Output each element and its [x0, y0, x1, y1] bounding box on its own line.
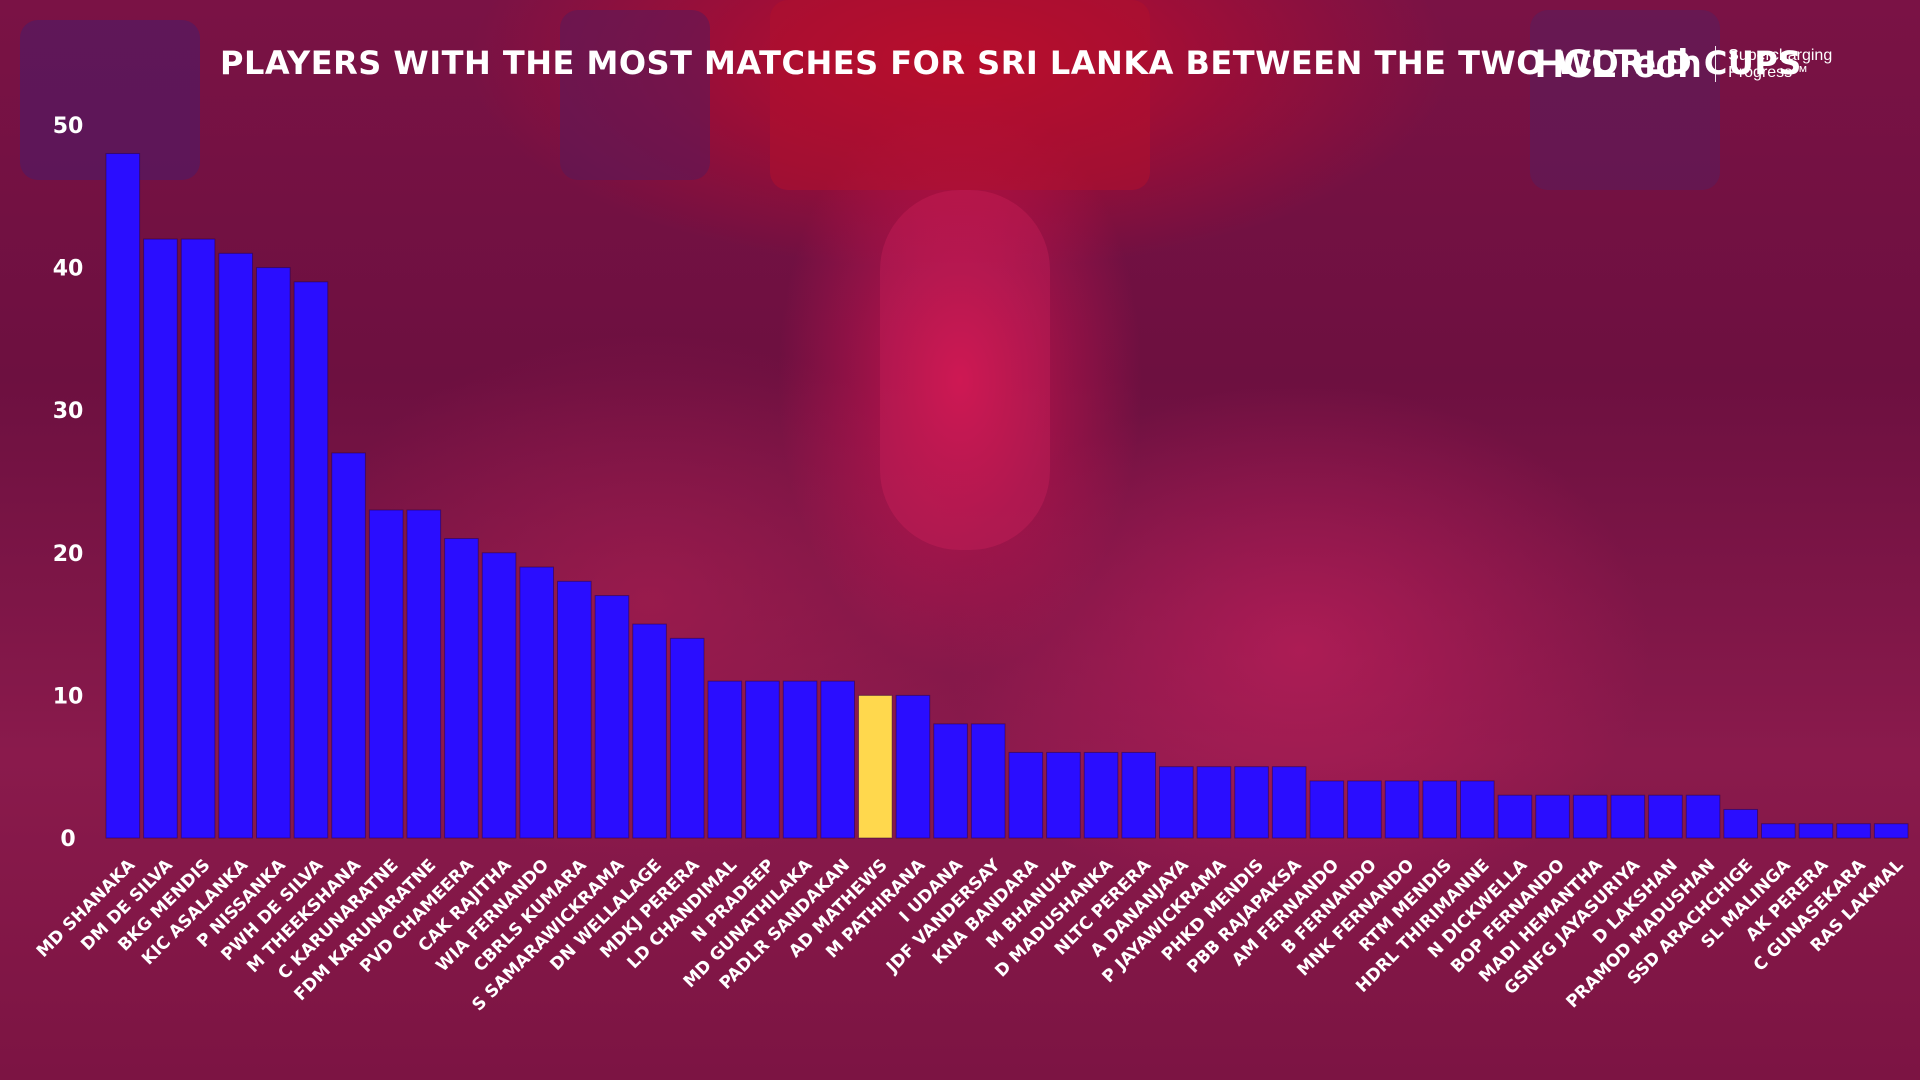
bar	[1384, 780, 1420, 839]
bar	[1460, 780, 1495, 839]
bar	[1347, 780, 1382, 839]
bar	[1422, 780, 1457, 839]
bar	[1723, 808, 1758, 839]
bar	[1008, 751, 1044, 839]
bar	[293, 281, 329, 839]
bar	[1685, 794, 1721, 839]
y-tick-label: 30	[53, 399, 84, 424]
bar	[1836, 823, 1871, 839]
bar	[143, 238, 178, 839]
background-banner-center	[770, 0, 1150, 190]
y-axis: 0 10 20 30 40 50	[53, 114, 84, 852]
bar	[745, 680, 780, 839]
bar	[180, 238, 216, 839]
logo-tagline-line1: Supercharging	[1728, 47, 1833, 64]
y-tick-label: 10	[53, 684, 84, 709]
background-trophy	[880, 190, 1050, 550]
bar	[1234, 766, 1269, 839]
bar	[933, 723, 968, 839]
background-banner-right	[1530, 10, 1720, 190]
bar	[105, 153, 141, 839]
y-tick-label: 0	[60, 827, 75, 852]
bar	[557, 580, 592, 839]
bar	[1271, 766, 1307, 839]
bars	[105, 153, 1909, 839]
bar	[519, 566, 554, 839]
bar	[1309, 780, 1345, 839]
bar	[1761, 823, 1796, 839]
bar	[1121, 751, 1156, 839]
bar	[1083, 751, 1119, 839]
bar	[970, 723, 1006, 839]
bar	[256, 267, 291, 839]
bar	[481, 552, 517, 839]
bar	[895, 694, 931, 839]
logo-wordmark: HCLTech	[1535, 41, 1702, 86]
hcltech-logo: HCLTech Supercharging Progress™	[1535, 42, 1832, 86]
bar	[858, 694, 893, 839]
bar	[707, 680, 743, 839]
bar	[1196, 766, 1232, 839]
bar	[1535, 794, 1570, 839]
bar	[368, 509, 404, 839]
bar	[782, 680, 818, 839]
bar	[1648, 794, 1683, 839]
bar	[594, 595, 630, 839]
bar	[1497, 794, 1533, 839]
chart-title: PLAYERS WITH THE MOST MATCHES FOR SRI LA…	[220, 44, 1802, 82]
bar	[1610, 794, 1646, 839]
bar	[1159, 766, 1194, 839]
logo-divider	[1715, 46, 1717, 82]
bar	[1798, 823, 1834, 839]
bar	[1873, 823, 1909, 839]
bar	[1046, 751, 1081, 839]
bar	[331, 452, 366, 839]
y-tick-label: 50	[53, 114, 84, 139]
bar	[218, 252, 253, 839]
bar	[632, 623, 667, 839]
logo-tagline: Supercharging Progress™	[1728, 47, 1832, 81]
bar	[1572, 794, 1608, 839]
bar	[406, 509, 442, 839]
background-banner-mid-left	[560, 10, 710, 180]
bar	[820, 680, 855, 839]
y-tick-label: 20	[53, 542, 84, 567]
bar	[444, 538, 479, 839]
logo-tagline-line2: Progress™	[1728, 64, 1809, 81]
bar	[669, 637, 705, 839]
y-tick-label: 40	[53, 257, 84, 282]
